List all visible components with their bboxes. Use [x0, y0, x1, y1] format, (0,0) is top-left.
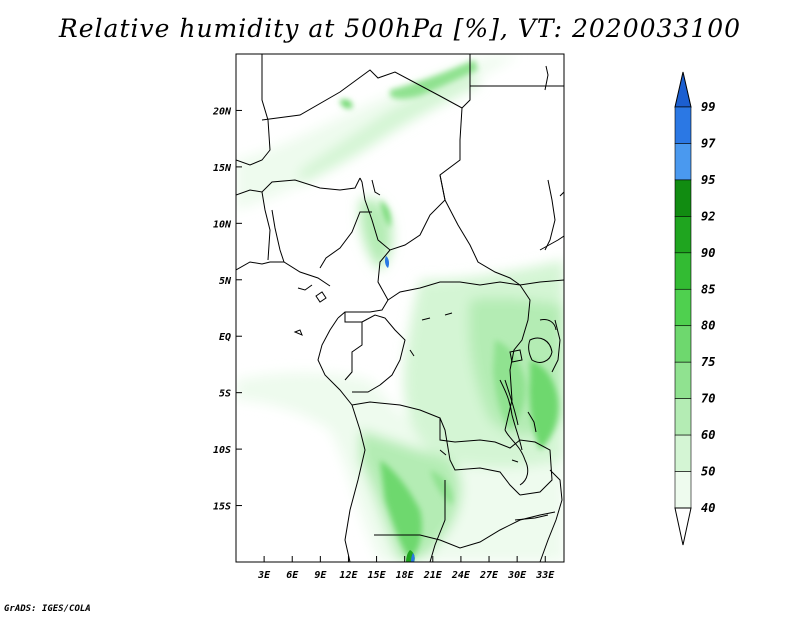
lon-tick-label: 12E [339, 570, 358, 581]
country-borders [236, 54, 564, 562]
lat-tick-label: 10S [213, 445, 231, 456]
colorbar: 99 97 95 92 90 85 80 75 70 60 50 40 [674, 71, 716, 546]
colorbar-bottom-arrow [674, 507, 692, 546]
colorbar-band [674, 179, 692, 217]
colorbar-label: 40 [701, 501, 715, 515]
colorbar-band [674, 106, 692, 144]
lat-tick-label: 5N [219, 276, 232, 287]
longitude-axis: 3E 6E 9E 12E 15E 18E 21E 24E 27E 30E 33E [257, 556, 555, 581]
lon-tick-label: 33E [535, 570, 555, 581]
colorbar-top-arrow [674, 71, 692, 108]
colorbar-label: 70 [701, 392, 715, 406]
colorbar-label: 75 [701, 355, 715, 369]
colorbar-label: 95 [701, 173, 715, 187]
lon-tick-label: 3E [257, 570, 271, 581]
chart-title: Relative humidity at 500hPa [%], VT: 202… [58, 14, 742, 43]
lon-tick-label: 15E [368, 570, 387, 581]
latitude-axis: 20N 15N 10N 5N EQ 5S 10S 15S [212, 106, 242, 513]
lat-tick-label: 10N [213, 219, 232, 230]
lon-tick-label: 27E [479, 570, 499, 581]
lat-tick-label: 20N [212, 106, 232, 117]
lat-tick-label: 5S [219, 389, 231, 400]
colorbar-label: 50 [701, 465, 715, 479]
colorbar-label: 90 [701, 246, 715, 260]
colorbar-label: 97 [701, 136, 716, 150]
lon-tick-label: 30E [507, 570, 527, 581]
colorbar-label: 92 [701, 209, 715, 223]
lat-tick-label: 15N [213, 163, 232, 174]
lon-tick-label: 9E [314, 570, 327, 581]
colorbar-band [674, 252, 692, 290]
grads-credit: GrADS: IGES/COLA [4, 604, 91, 614]
colorbar-band [674, 471, 692, 509]
lat-tick-label: EQ [219, 332, 231, 343]
lat-tick-label: 15S [213, 502, 231, 513]
colorbar-label: 60 [701, 428, 715, 442]
lon-tick-label: 24E [451, 570, 471, 581]
colorbar-band [674, 288, 692, 327]
lon-tick-label: 6E [286, 570, 299, 581]
colorbar-band [674, 216, 692, 254]
lon-tick-label: 18E [396, 570, 415, 581]
colorbar-band [674, 398, 692, 436]
colorbar-band [674, 361, 692, 399]
lon-tick-label: 21E [423, 570, 443, 581]
colorbar-label: 80 [701, 319, 715, 333]
colorbar-band [674, 143, 692, 181]
map-frame [235, 53, 565, 563]
humidity-field [236, 56, 564, 562]
colorbar-band [674, 325, 692, 363]
colorbar-label: 85 [701, 282, 715, 296]
colorbar-label: 99 [701, 100, 715, 114]
colorbar-band [674, 434, 692, 472]
